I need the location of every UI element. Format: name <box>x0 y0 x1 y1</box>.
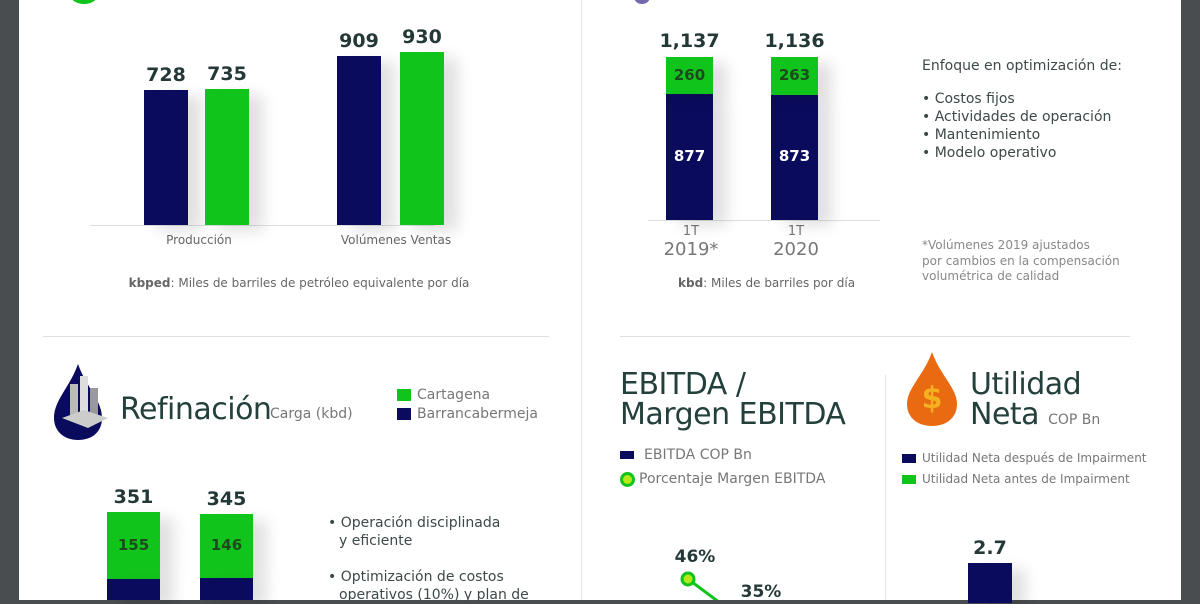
bar-segment <box>200 514 253 578</box>
bar <box>205 88 249 225</box>
section-divider <box>620 336 1130 337</box>
optimization-heading: Enfoque en optimización de: <box>922 58 1122 74</box>
segment-label: 155 <box>117 535 150 554</box>
chart2-axis <box>648 220 880 221</box>
quarter-label: 1T <box>682 224 700 239</box>
bar-segment <box>107 579 160 600</box>
section-icon <box>634 0 650 4</box>
margin-label: 35% <box>740 582 782 602</box>
segment-label: 146 <box>210 535 243 554</box>
refining-legend: Cartagena Barrancabermeja <box>397 386 538 424</box>
total-label: 345 <box>206 488 247 510</box>
adjustment-note: *Volúmenes 2019 ajustados por cambios en… <box>922 238 1120 285</box>
list-item: • Mantenimiento <box>922 127 1041 143</box>
note-line: volumétrica de calidad <box>922 269 1060 283</box>
refining-subtitle: Carga (kbd) <box>270 406 353 422</box>
quarter-label: 1T <box>787 224 805 239</box>
bar-value-label: 2.7 <box>973 537 1007 559</box>
note-line: por cambios en la compensación <box>922 253 1120 268</box>
legend-marker <box>620 471 635 487</box>
list-item: • Operación disciplinada <box>328 515 501 531</box>
segment-label: 263 <box>778 65 811 84</box>
year-label: 2020 <box>773 239 819 260</box>
segment-label: 873 <box>778 147 811 166</box>
bar-value-label: 735 <box>207 62 247 85</box>
ebitda-title: EBITDA / Margen EBITDA <box>620 367 846 432</box>
vertical-divider <box>581 0 582 600</box>
total-label: 1,137 <box>659 29 720 52</box>
category-label: Volúmenes Ventas <box>340 233 452 247</box>
category-label: 1T 2019* <box>651 224 731 260</box>
footnote-unit: kbped <box>128 276 171 290</box>
title-line: EBITDA / <box>620 367 746 402</box>
optimization-list: • Costos fijos • Actividades de operació… <box>922 90 1111 162</box>
footnote-text: : Miles de barriles de petróleo equivale… <box>170 276 470 290</box>
chart2-footnote: kbd: Miles de barriles por día <box>678 276 855 290</box>
legend-swatch <box>397 389 411 401</box>
bar-segment <box>771 57 818 95</box>
legend-item: Utilidad Neta antes de Impairment <box>902 469 1147 490</box>
refinery-drop-icon <box>54 364 108 440</box>
net-income-title: Utilidad Neta COP Bn <box>970 370 1100 435</box>
bar-value-label: 728 <box>146 63 186 86</box>
total-label: 1,136 <box>764 30 825 53</box>
svg-text:$: $ <box>922 381 943 416</box>
chart1-axis <box>90 225 435 226</box>
list-item: y eficiente <box>339 533 413 549</box>
legend-swatch <box>620 451 634 459</box>
bar <box>144 89 188 225</box>
bar-segment <box>107 512 160 580</box>
segment-label: 877 <box>673 147 706 166</box>
chart1-footnote: kbped: Miles de barriles de petróleo equ… <box>99 276 499 290</box>
legend-item: Cartagena <box>397 386 538 405</box>
net-income-legend: Utilidad Neta después de Impairment Util… <box>902 448 1147 490</box>
legend-swatch <box>902 475 916 484</box>
bar-value-label: 930 <box>402 26 442 49</box>
bar-segment <box>666 56 713 95</box>
list-item: • Actividades de operación <box>922 109 1112 125</box>
bar <box>968 563 1012 603</box>
list-item: • Modelo operativo <box>922 145 1057 161</box>
margin-point <box>680 571 696 587</box>
category-label: Producción <box>166 233 232 247</box>
section-divider <box>43 336 549 337</box>
total-label: 351 <box>113 486 154 508</box>
refining-title: Refinación <box>120 392 272 427</box>
list-item: • Optimización de costos <box>328 569 504 585</box>
legend-item: Porcentaje Margen EBITDA <box>620 467 825 491</box>
title-line: Neta COP Bn <box>970 397 1101 432</box>
footnote-text: : Miles de barriles por día <box>703 276 856 290</box>
title-line: Utilidad <box>970 367 1082 402</box>
ebitda-legend: EBITDA COP Bn Porcentaje Margen EBITDA <box>620 443 825 491</box>
segment-label: 260 <box>673 65 706 84</box>
list-item: operativos (10%) y plan de <box>339 587 529 603</box>
bar-value-label: 909 <box>339 30 379 53</box>
legend-item: Barrancabermeja <box>397 405 538 424</box>
bar-segment <box>666 94 713 220</box>
money-drop-icon: $ <box>907 352 957 426</box>
year-label: 2019* <box>663 239 719 260</box>
vertical-divider <box>885 375 886 600</box>
footnote-unit: kbd <box>678 276 704 290</box>
refining-bullets: • Operación disciplinada y eficiente • O… <box>328 514 529 604</box>
margin-label: 46% <box>674 547 716 567</box>
category-label: 1T 2020 <box>756 224 836 260</box>
bar-segment <box>771 94 818 220</box>
bar <box>337 56 381 225</box>
title-line: Margen EBITDA <box>620 397 846 432</box>
margin-line <box>687 577 719 600</box>
legend-item: EBITDA COP Bn <box>620 443 825 467</box>
infographic-page: Producción Volúmenes Ventas kbped: Miles… <box>19 0 1181 603</box>
section-icon <box>71 0 97 4</box>
net-income-subtitle: COP Bn <box>1048 412 1101 428</box>
list-item: • Costos fijos <box>922 91 1015 107</box>
note-line: *Volúmenes 2019 ajustados <box>922 238 1090 252</box>
legend-item: Utilidad Neta después de Impairment <box>902 448 1147 469</box>
bar-segment <box>200 577 253 600</box>
ebitda-margin-line <box>680 571 719 600</box>
legend-swatch <box>397 408 411 420</box>
bar <box>400 52 444 225</box>
legend-swatch <box>902 454 916 463</box>
